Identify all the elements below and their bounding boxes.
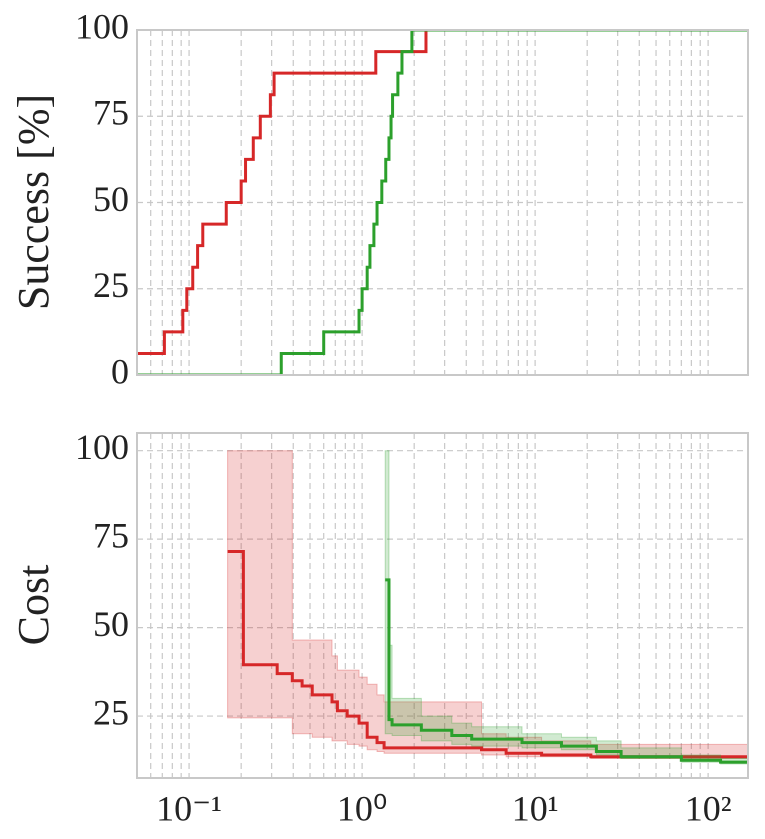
x-tick-label: 10⁰ xyxy=(337,788,387,828)
line xyxy=(385,578,748,764)
x-tick-label: 10² xyxy=(685,788,732,828)
y-tick-label: 75 xyxy=(93,515,129,555)
plot-frame xyxy=(136,432,749,779)
y-tick-label: 100 xyxy=(75,427,129,467)
y-tick-label: 75 xyxy=(93,93,129,133)
y-axis-label: Cost xyxy=(9,565,58,646)
line xyxy=(137,30,748,375)
plot-frame xyxy=(136,29,749,376)
y-tick-label: 25 xyxy=(93,692,129,732)
y-axis-label: Success [%] xyxy=(9,94,58,310)
plot-area xyxy=(227,450,748,765)
plot-area xyxy=(137,30,748,375)
confidence-band xyxy=(384,450,748,765)
line xyxy=(227,550,748,759)
x-tick-label: 10¹ xyxy=(512,788,559,828)
y-tick-label: 100 xyxy=(75,6,129,46)
y-tick-label: 50 xyxy=(93,179,129,219)
y-tick-label: 25 xyxy=(93,265,129,305)
x-tick-label: 10⁻¹ xyxy=(156,788,222,828)
y-tick-label: 0 xyxy=(111,351,129,391)
y-tick-label: 50 xyxy=(93,604,129,644)
confidence-band xyxy=(227,450,748,760)
line xyxy=(137,30,748,355)
